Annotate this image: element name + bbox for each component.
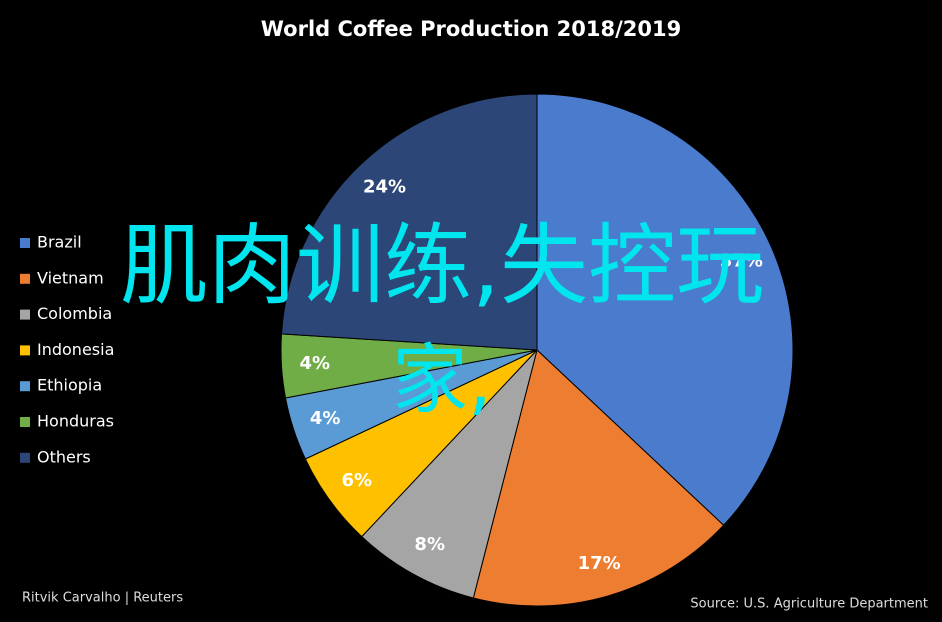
pie-slice [536,93,794,526]
overlay-text: 家, [392,335,492,424]
legend-label: Ethiopia [37,376,102,395]
data-label: 8% [414,534,445,555]
chart-title: World Coffee Production 2018/2019 [261,17,681,41]
pie-slice [472,349,725,607]
legend-swatch [20,238,30,248]
data-label: 6% [342,470,373,491]
data-label: 4% [310,408,341,429]
legend-label: Brazil [37,233,82,252]
legend-swatch [20,345,30,356]
legend-label: Indonesia [37,340,114,359]
legend-swatch [20,309,30,320]
legend-swatch [20,417,30,427]
data-label: 37% [720,251,763,272]
legend-swatch [20,452,30,463]
legend-label: Colombia [37,304,112,323]
data-label: 24% [363,177,406,198]
legend-label: Others [37,447,91,466]
data-label: 17% [578,553,621,574]
source: Source: U.S. Agriculture Department [690,597,928,612]
data-label: 4% [299,353,330,374]
legend-swatch [20,381,30,392]
pie-slice [280,93,538,351]
overlay-text: 肌肉训练,失控玩 [120,214,764,317]
legend-swatch [20,273,30,284]
legend-label: Vietnam [37,268,104,287]
legend-label: Honduras [37,412,114,431]
credit: Ritvik Carvalho | Reuters [22,591,183,606]
pie: 37% 17% 8% 6% 4% 4% 24% [280,93,794,607]
legend: Brazil Vietnam Colombia Indonesia Ethiopia Ho… [20,233,114,466]
pie-slice [361,349,538,599]
